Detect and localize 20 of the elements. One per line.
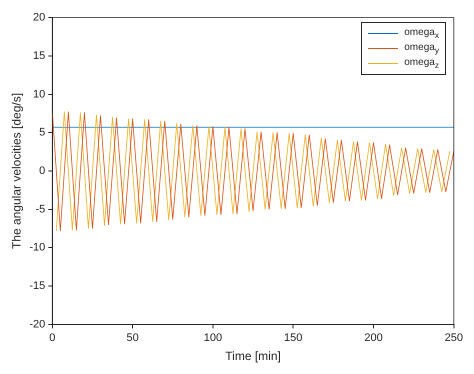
y-axis-title: The angular velocities [deg/s]: [10, 92, 24, 250]
y-tick-label: -5: [36, 203, 46, 216]
x-tick-label: 200: [364, 332, 383, 344]
x-tick-label: 100: [204, 332, 222, 344]
x-tick-label: 150: [284, 332, 302, 344]
y-tick-label: -15: [29, 280, 46, 292]
y-tick-label: -20: [29, 318, 46, 330]
legend-label: omega$_{z}$: [404, 57, 439, 70]
legend-label: omega$_{y}$: [404, 42, 439, 55]
y-tick-label: 15: [33, 50, 46, 62]
y-tick-label: 5: [39, 126, 46, 139]
y-tick-label: 10: [33, 88, 46, 100]
legend-label: omega$_{x}$: [404, 27, 439, 40]
x-axis-title: Time [min]: [225, 349, 281, 364]
x-tick-label: 0: [49, 332, 56, 344]
x-tick-label: 250: [444, 332, 464, 344]
y-tick-label: -10: [29, 242, 46, 254]
y-tick-label: 20: [33, 12, 46, 24]
y-tick-label: 0: [39, 165, 46, 178]
x-tick-label: 50: [126, 332, 139, 344]
